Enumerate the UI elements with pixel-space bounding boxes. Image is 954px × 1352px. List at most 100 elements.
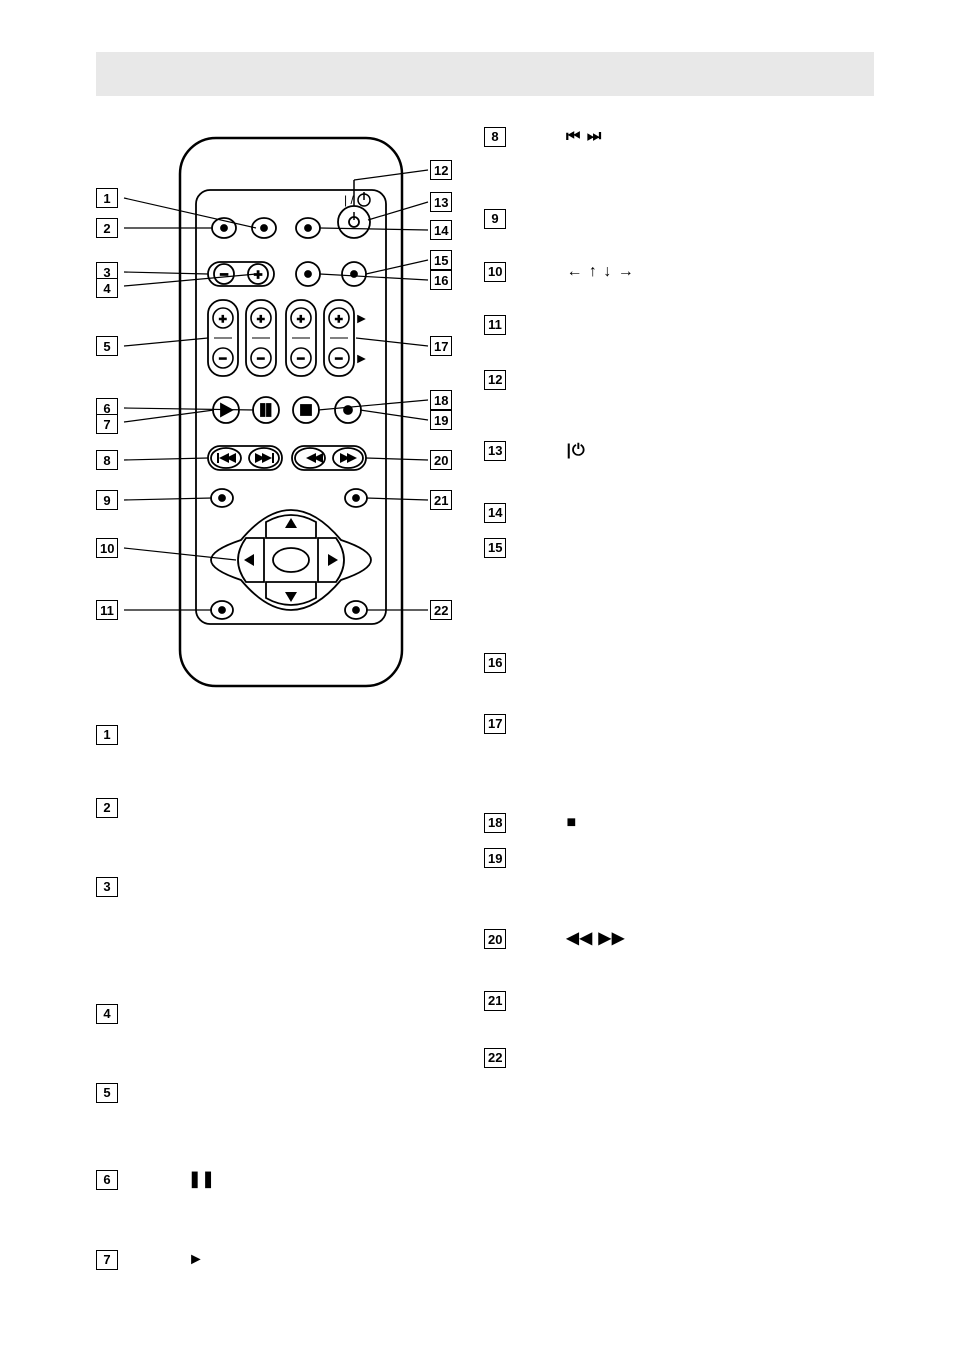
desc-text-18 (587, 812, 874, 831)
desc-item-3: 3 (96, 876, 456, 897)
rew-ff-icon: ◀◀ ▶▶ (566, 928, 625, 950)
right-column: 8⏮ ⏭ 9 10← ↑ ↓ → 11 12 13|⏻ 14 15 16 17 … (484, 120, 874, 1292)
desc-num-16: 16 (484, 653, 506, 673)
desc-num-17: 17 (484, 714, 506, 734)
svg-text:+: + (257, 311, 265, 326)
callout-1: 1 (96, 188, 118, 208)
desc-text-16 (516, 652, 874, 671)
svg-text:−: − (220, 266, 228, 282)
desc-text-4 (128, 1003, 456, 1022)
callout-9: 9 (96, 490, 118, 510)
svg-text:+: + (335, 311, 343, 326)
callout-19: 19 (430, 410, 452, 430)
power-icon: |⏻ (566, 440, 585, 462)
callout-12: 12 (430, 160, 452, 180)
desc-text-22 (516, 1047, 874, 1066)
desc-text-1 (128, 724, 456, 743)
pause-icon: ❚❚ (188, 1169, 215, 1191)
desc-num-20: 20 (484, 929, 506, 949)
svg-text:−: − (335, 351, 343, 366)
desc-text-8 (612, 126, 874, 145)
desc-item-9: 9 (484, 208, 874, 229)
desc-num-3: 3 (96, 877, 118, 897)
desc-item-11: 11 (484, 314, 874, 335)
desc-num-13: 13 (484, 441, 506, 461)
callout-20: 20 (430, 450, 452, 470)
desc-num-6: 6 (96, 1170, 118, 1190)
page-content: | / − + (96, 120, 874, 1292)
svg-text:+: + (219, 311, 227, 326)
svg-text:−: − (297, 351, 305, 366)
desc-item-16: 16 (484, 652, 874, 673)
desc-item-2: 2 (96, 797, 456, 818)
desc-text-21 (516, 990, 874, 1009)
desc-text-13 (596, 440, 874, 459)
desc-num-2: 2 (96, 798, 118, 818)
desc-item-20: 20 ◀◀ ▶▶ (484, 928, 874, 950)
callout-2: 2 (96, 218, 118, 238)
desc-text-11 (516, 314, 874, 333)
desc-item-6: 6 ❚❚ (96, 1169, 456, 1191)
desc-num-1: 1 (96, 725, 118, 745)
svg-text:−: − (257, 351, 265, 366)
desc-item-13: 13 |⏻ (484, 440, 874, 462)
desc-item-10: 10 ← ↑ ↓ → (484, 261, 874, 283)
desc-item-17: 17 (484, 713, 874, 734)
right-descriptions: 8⏮ ⏭ 9 10← ↑ ↓ → 11 12 13|⏻ 14 15 16 17 … (484, 126, 874, 1068)
svg-text:| /: | / (344, 193, 354, 207)
callout-15: 15 (430, 250, 452, 270)
desc-text-19 (516, 847, 874, 866)
desc-num-22: 22 (484, 1048, 506, 1068)
desc-num-7: 7 (96, 1250, 118, 1270)
callout-16: 16 (430, 270, 452, 290)
callout-5: 5 (96, 336, 118, 356)
desc-text-5 (128, 1082, 456, 1101)
header-band (96, 52, 874, 96)
desc-text-10 (645, 261, 874, 280)
desc-text-9 (516, 208, 874, 227)
desc-num-18: 18 (484, 813, 506, 833)
desc-text-3 (128, 876, 456, 895)
desc-num-4: 4 (96, 1004, 118, 1024)
skip-prev-next-icon: ⏮ ⏭ (566, 126, 602, 148)
callout-22: 22 (430, 600, 452, 620)
desc-item-7: 7► (96, 1249, 456, 1271)
desc-item-22: 22 (484, 1047, 874, 1068)
desc-text-17 (516, 713, 874, 732)
callout-4: 4 (96, 278, 118, 298)
callout-21: 21 (430, 490, 452, 510)
desc-text-15 (516, 537, 874, 556)
callout-17: 17 (430, 336, 452, 356)
desc-item-19: 19 (484, 847, 874, 868)
callout-7: 7 (96, 414, 118, 434)
desc-num-11: 11 (484, 315, 506, 335)
stop-icon: ■ (566, 812, 577, 834)
desc-num-14: 14 (484, 503, 506, 523)
callout-11: 11 (96, 600, 118, 620)
desc-text-20 (635, 928, 874, 947)
desc-text-12 (516, 369, 874, 388)
callout-10: 10 (96, 538, 118, 558)
desc-num-9: 9 (484, 209, 506, 229)
desc-num-19: 19 (484, 848, 506, 868)
desc-item-14: 14 (484, 502, 874, 523)
svg-text:−: − (219, 351, 227, 366)
svg-text:+: + (297, 311, 305, 326)
desc-item-18: 18 ■ (484, 812, 874, 834)
desc-item-4: 4 (96, 1003, 456, 1024)
desc-item-5: 5 (96, 1082, 456, 1103)
arrows-4way-icon: ← ↑ ↓ → (566, 261, 634, 283)
desc-num-15: 15 (484, 538, 506, 558)
remote-diagram: | / − + (96, 120, 456, 700)
desc-item-8: 8⏮ ⏭ (484, 126, 874, 148)
play-icon: ► (188, 1249, 204, 1271)
desc-num-5: 5 (96, 1083, 118, 1103)
desc-item-21: 21 (484, 990, 874, 1011)
desc-num-21: 21 (484, 991, 506, 1011)
desc-num-10: 10 (484, 262, 506, 282)
desc-item-1: 1 (96, 724, 456, 745)
callout-13: 13 (430, 192, 452, 212)
desc-text-2 (128, 797, 456, 816)
desc-item-15: 15 (484, 537, 874, 558)
callout-14: 14 (430, 220, 452, 240)
